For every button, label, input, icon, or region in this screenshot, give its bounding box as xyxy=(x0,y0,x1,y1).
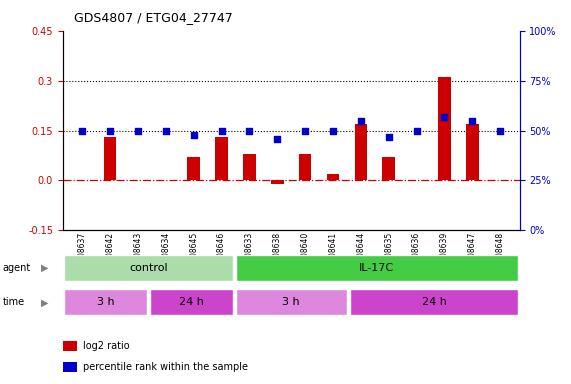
Point xyxy=(189,131,198,137)
Bar xyxy=(64,255,233,281)
Point xyxy=(440,114,449,120)
Text: 3 h: 3 h xyxy=(97,297,114,308)
Text: 24 h: 24 h xyxy=(179,297,204,308)
Point xyxy=(328,127,337,134)
Bar xyxy=(327,174,339,180)
Text: log2 ratio: log2 ratio xyxy=(83,341,130,351)
Point xyxy=(468,118,477,124)
Text: GDS4807 / ETG04_27747: GDS4807 / ETG04_27747 xyxy=(74,11,233,24)
Bar xyxy=(215,137,228,180)
Point xyxy=(496,127,505,134)
Text: percentile rank within the sample: percentile rank within the sample xyxy=(83,362,248,372)
Bar xyxy=(235,290,347,315)
Bar xyxy=(243,154,256,180)
Text: control: control xyxy=(129,263,168,273)
Text: agent: agent xyxy=(3,263,31,273)
Bar xyxy=(355,124,367,180)
Point xyxy=(412,127,421,134)
Bar xyxy=(271,180,284,184)
Point xyxy=(217,127,226,134)
Bar xyxy=(349,290,518,315)
Bar xyxy=(438,77,451,180)
Bar xyxy=(466,124,478,180)
Text: ▶: ▶ xyxy=(41,263,49,273)
Point xyxy=(384,134,393,140)
Point xyxy=(273,136,282,142)
Bar xyxy=(187,157,200,180)
Point xyxy=(134,127,143,134)
Bar xyxy=(64,290,147,315)
Point xyxy=(300,127,309,134)
Point xyxy=(356,118,365,124)
Point xyxy=(78,127,87,134)
Text: time: time xyxy=(3,297,25,308)
Text: 24 h: 24 h xyxy=(421,297,447,308)
Bar xyxy=(299,154,311,180)
Point xyxy=(245,127,254,134)
Point xyxy=(106,127,115,134)
Point xyxy=(161,127,170,134)
Bar xyxy=(150,290,233,315)
Text: ▶: ▶ xyxy=(41,297,49,308)
Text: 3 h: 3 h xyxy=(283,297,300,308)
Bar xyxy=(383,157,395,180)
Bar xyxy=(104,137,116,180)
Text: IL-17C: IL-17C xyxy=(359,263,395,273)
Bar xyxy=(235,255,518,281)
